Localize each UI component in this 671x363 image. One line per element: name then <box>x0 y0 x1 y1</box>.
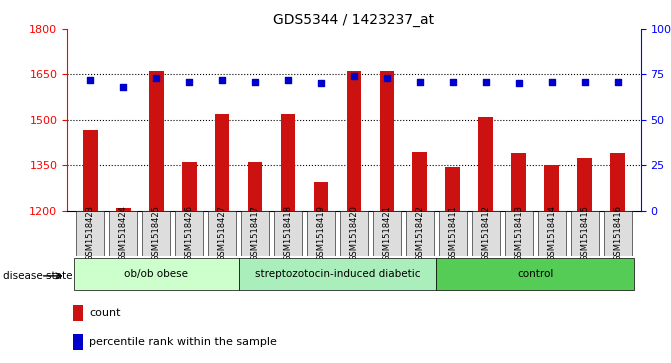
Bar <box>340 211 368 256</box>
Text: GSM1518425: GSM1518425 <box>152 205 160 261</box>
Point <box>513 81 524 86</box>
Bar <box>373 211 401 256</box>
Text: GSM1518417: GSM1518417 <box>250 205 260 261</box>
Text: GSM1518420: GSM1518420 <box>350 205 358 261</box>
Bar <box>248 162 262 211</box>
Point <box>349 73 360 79</box>
Point <box>579 79 590 85</box>
Bar <box>346 72 362 211</box>
Point <box>415 79 425 85</box>
Bar <box>511 153 526 211</box>
Text: GSM1518424: GSM1518424 <box>119 205 127 261</box>
Point <box>118 84 129 90</box>
Text: GSM1518421: GSM1518421 <box>382 205 391 261</box>
Point <box>184 79 195 85</box>
Bar <box>74 258 239 290</box>
Bar <box>175 211 203 256</box>
Bar <box>73 305 83 321</box>
Bar <box>83 130 97 211</box>
Bar <box>109 211 137 256</box>
Text: GSM1518419: GSM1518419 <box>317 205 325 261</box>
Bar <box>436 258 634 290</box>
Bar <box>307 211 335 256</box>
Bar <box>215 114 229 211</box>
Text: ob/ob obese: ob/ob obese <box>124 269 188 279</box>
Bar <box>149 72 164 211</box>
Point <box>315 81 326 86</box>
Text: GSM1518426: GSM1518426 <box>185 205 194 261</box>
Bar <box>313 182 328 211</box>
Bar <box>280 114 295 211</box>
Bar <box>571 211 599 256</box>
Text: GSM1518415: GSM1518415 <box>580 205 589 261</box>
Title: GDS5344 / 1423237_at: GDS5344 / 1423237_at <box>273 13 435 26</box>
Text: count: count <box>89 308 121 318</box>
Bar <box>604 211 631 256</box>
Bar <box>413 151 427 211</box>
Point <box>613 79 623 85</box>
Bar <box>478 117 493 211</box>
Bar <box>241 211 269 256</box>
Bar <box>544 165 559 211</box>
Bar <box>472 211 500 256</box>
Text: GSM1518423: GSM1518423 <box>86 205 95 261</box>
Text: GSM1518416: GSM1518416 <box>613 205 622 261</box>
Bar <box>73 334 83 350</box>
Point <box>217 77 227 83</box>
Bar <box>611 153 625 211</box>
Bar <box>446 167 460 211</box>
Point <box>85 77 95 83</box>
Bar <box>380 72 395 211</box>
Bar <box>239 258 436 290</box>
Bar <box>577 158 592 211</box>
Bar <box>505 211 533 256</box>
Text: GSM1518418: GSM1518418 <box>284 205 293 261</box>
Point <box>480 79 491 85</box>
Bar <box>537 211 566 256</box>
Bar <box>76 211 104 256</box>
Text: disease state: disease state <box>3 271 73 281</box>
Bar <box>142 211 170 256</box>
Text: GSM1518412: GSM1518412 <box>481 205 491 261</box>
Text: GSM1518414: GSM1518414 <box>548 205 556 261</box>
Point <box>282 77 293 83</box>
Text: GSM1518413: GSM1518413 <box>514 205 523 261</box>
Text: control: control <box>517 269 554 279</box>
Point <box>448 79 458 85</box>
Point <box>151 75 162 81</box>
Bar <box>439 211 467 256</box>
Bar <box>182 162 197 211</box>
Bar <box>406 211 434 256</box>
Text: GSM1518427: GSM1518427 <box>217 205 227 261</box>
Bar <box>115 208 131 211</box>
Point <box>382 75 393 81</box>
Point <box>250 79 260 85</box>
Bar <box>208 211 236 256</box>
Bar <box>274 211 302 256</box>
Text: GSM1518411: GSM1518411 <box>448 205 458 261</box>
Text: streptozotocin-induced diabetic: streptozotocin-induced diabetic <box>255 269 420 279</box>
Text: GSM1518422: GSM1518422 <box>415 205 424 261</box>
Point <box>546 79 557 85</box>
Text: percentile rank within the sample: percentile rank within the sample <box>89 337 277 347</box>
